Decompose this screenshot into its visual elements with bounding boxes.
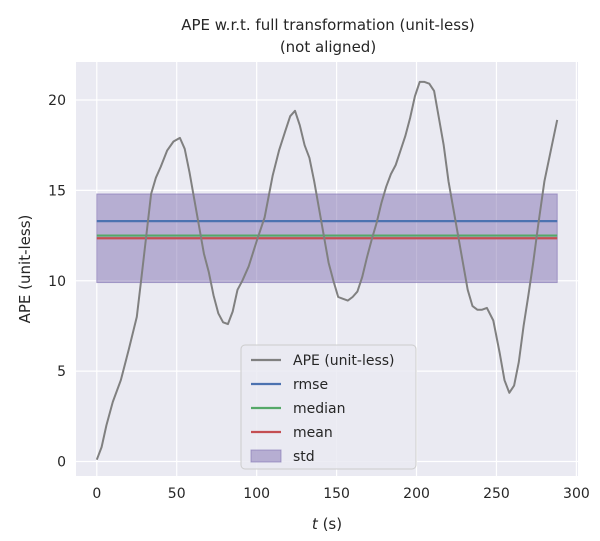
legend-std-swatch (250, 449, 282, 463)
x-tick-label: 0 (92, 486, 101, 502)
x-tick-label: 50 (168, 486, 186, 502)
y-tick-label: 5 (57, 364, 66, 380)
legend-rmse-label: rmse (293, 377, 328, 393)
legend-std-label: std (293, 449, 315, 465)
x-axis-label: t (s) (312, 515, 342, 533)
chart-title-line1: APE w.r.t. full transformation (unit-les… (181, 16, 475, 34)
y-tick-label: 10 (48, 274, 66, 290)
y-tick-labels: 0 5 10 15 20 (48, 93, 66, 471)
y-tick-label: 0 (57, 455, 66, 471)
x-axis-label-unit: (s) (318, 515, 342, 533)
legend-median: median (251, 401, 345, 417)
legend: APE (unit-less) rmse median mean std (240, 344, 417, 470)
ape-series-group (95, 80, 559, 461)
legend-box (240, 344, 417, 470)
ape-line (95, 80, 559, 461)
legend-rmse: rmse (251, 377, 328, 393)
x-tick-labels: 0 50 100 150 200 250 300 (92, 486, 589, 502)
x-tick-label: 100 (243, 486, 270, 502)
legend-std: std (250, 449, 315, 465)
x-tick-label: 150 (323, 486, 350, 502)
legend-ape: APE (unit-less) (251, 353, 395, 369)
x-tick-label: 300 (563, 486, 590, 502)
chart-title-line2: (not aligned) (280, 38, 376, 56)
y-axis-label: APE (unit-less) (16, 215, 34, 324)
x-tick-label: 200 (403, 486, 430, 502)
legend-mean: mean (251, 425, 333, 441)
stat-lines (96, 219, 558, 240)
y-tick-label: 15 (48, 183, 66, 199)
legend-mean-label: mean (293, 425, 333, 441)
y-tick-label: 20 (48, 93, 66, 109)
x-axis-label-italic: t (312, 515, 319, 533)
x-tick-label: 250 (483, 486, 510, 502)
legend-ape-label: APE (unit-less) (293, 353, 395, 369)
legend-median-label: median (293, 401, 345, 417)
